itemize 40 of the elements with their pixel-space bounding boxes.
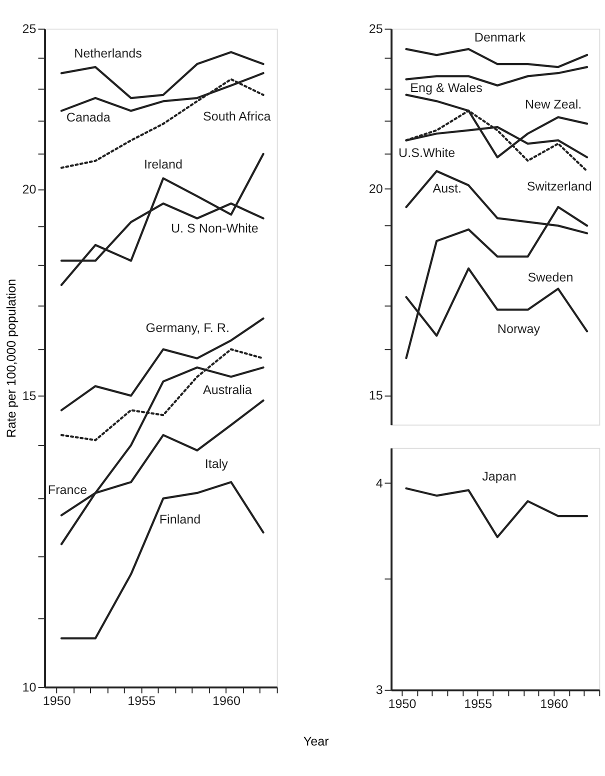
y-tick-label: 4 <box>376 476 383 490</box>
x-tick-label: 1960 <box>540 696 568 711</box>
series-label: Finland <box>159 512 201 527</box>
y-tick-label: 15 <box>368 388 383 403</box>
series-label: New Zeal. <box>525 97 582 112</box>
series-label: Sweden <box>528 270 574 285</box>
series-label: Canada <box>66 110 110 124</box>
x-tick-label: 1950 <box>42 694 71 708</box>
y-tick-label: 20 <box>22 182 36 196</box>
y-tick-label: 25 <box>368 22 383 36</box>
series-label: Germany, F. R. <box>146 320 230 335</box>
series-label: U. S Non-White <box>170 222 258 236</box>
series-label: Denmark <box>474 30 526 44</box>
series-label: France <box>48 482 88 497</box>
series-label: Japan <box>482 469 516 484</box>
x-tick-label: 1955 <box>464 696 492 711</box>
y-tick-label: 10 <box>22 680 36 694</box>
series-label: Australia <box>202 383 252 398</box>
y-tick-label: 15 <box>22 389 36 404</box>
series-label: U.S.White <box>398 146 456 160</box>
line-series <box>60 152 264 286</box>
y-tick-label: 20 <box>368 182 383 196</box>
line-series <box>405 48 588 68</box>
y-axis-title: Rate per 100,000 population <box>4 278 19 438</box>
line-series <box>60 317 264 412</box>
y-tick-label: 25 <box>22 22 36 36</box>
line-series <box>405 487 588 538</box>
x-tick-label: 1960 <box>212 694 240 708</box>
series-label: Norway <box>497 322 541 336</box>
series-label: Switzerland <box>526 180 592 194</box>
x-tick-label: 1955 <box>128 694 156 708</box>
series-label: Aust. <box>432 181 462 196</box>
series-label: Eng & Wales <box>410 80 482 95</box>
x-axis-title: Year <box>303 734 329 749</box>
series-label: Italy <box>204 456 229 471</box>
series-label: Ireland <box>144 158 182 172</box>
series-label: Netherlands <box>74 46 142 60</box>
series-label: South Africa <box>202 110 271 124</box>
y-tick-label: 3 <box>376 683 383 698</box>
x-tick-label: 1950 <box>388 696 416 711</box>
